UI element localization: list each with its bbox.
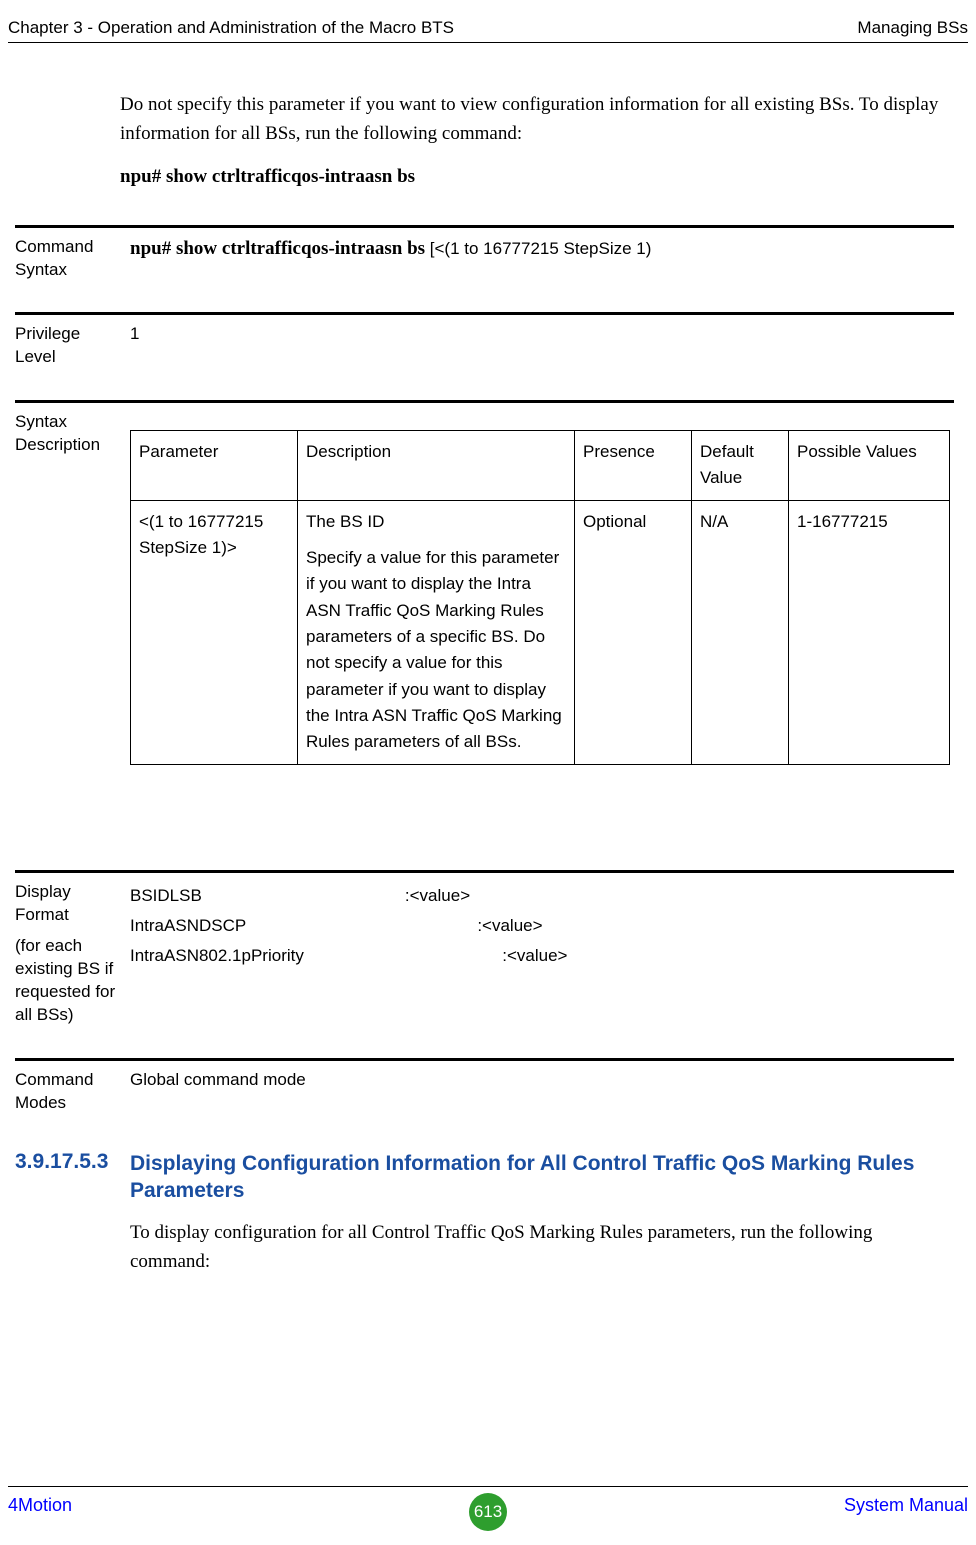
command-syntax-tail: [<(1 to 16777215 StepSize 1) (425, 239, 651, 258)
page-number-badge: 613 (469, 1493, 507, 1531)
header-rule (8, 42, 968, 43)
header-left: Chapter 3 - Operation and Administration… (8, 18, 454, 38)
section-number: 3.9.17.5.3 (15, 1150, 108, 1174)
th-description: Description (298, 431, 575, 501)
page-header: Chapter 3 - Operation and Administration… (8, 18, 968, 38)
th-possible-values: Possible Values (789, 431, 950, 501)
command-syntax-bold: npu# show ctrltrafficqos-intraasn bs (130, 238, 425, 259)
value-command-syntax: npu# show ctrltrafficqos-intraasn bs [<(… (130, 236, 950, 262)
rule-5 (15, 1058, 954, 1061)
value-privilege-level: 1 (130, 323, 950, 346)
table-row: <(1 to 16777215 StepSize 1)> The BS ID S… (131, 500, 950, 764)
rule-3 (15, 400, 954, 403)
label-display-format-main: Display Format (15, 881, 123, 927)
td-desc-line1: The BS ID (306, 509, 566, 535)
section-title: Displaying Configuration Information for… (130, 1150, 950, 1205)
th-parameter: Parameter (131, 431, 298, 501)
th-presence: Presence (575, 431, 692, 501)
table-header-row: Parameter Description Presence Default V… (131, 431, 950, 501)
intro-paragraph: Do not specify this parameter if you wan… (120, 90, 950, 149)
syntax-table-wrap: Parameter Description Presence Default V… (130, 430, 950, 765)
td-desc-rest: Specify a value for this parameter if yo… (306, 545, 566, 756)
page-footer: 4Motion 613 System Manual (8, 1495, 968, 1525)
rule-4 (15, 870, 954, 873)
label-privilege-level: Privilege Level (15, 323, 123, 369)
label-command-modes: Command Modes (15, 1069, 123, 1115)
header-right: Managing BSs (857, 18, 968, 38)
page: Chapter 3 - Operation and Administration… (0, 0, 976, 1545)
value-display-format: BSIDLSB :<value> IntraASNDSCP :<value> I… (130, 881, 950, 970)
td-possible-values: 1-16777215 (789, 500, 950, 764)
section-paragraph: To display configuration for all Control… (130, 1218, 950, 1277)
intro-command: npu# show ctrltrafficqos-intraasn bs (120, 162, 950, 191)
footer-right: System Manual (844, 1495, 968, 1516)
label-display-format: Display Format (for each existing BS if … (15, 881, 123, 1027)
label-command-syntax: Command Syntax (15, 236, 123, 282)
display-line-1: BSIDLSB :<value> (130, 881, 950, 911)
value-command-modes: Global command mode (130, 1069, 950, 1092)
td-parameter: <(1 to 16777215 StepSize 1)> (131, 500, 298, 764)
th-default-value: Default Value (692, 431, 789, 501)
footer-left: 4Motion (8, 1495, 72, 1516)
label-display-format-sub: (for each existing BS if requested for a… (15, 935, 123, 1027)
display-line-2: IntraASNDSCP :<value> (130, 911, 950, 941)
td-presence: Optional (575, 500, 692, 764)
td-description: The BS ID Specify a value for this param… (298, 500, 575, 764)
td-default-value: N/A (692, 500, 789, 764)
rule-1 (15, 225, 954, 228)
rule-2 (15, 312, 954, 315)
syntax-table: Parameter Description Presence Default V… (130, 430, 950, 765)
label-syntax-description: Syntax Description (15, 411, 123, 457)
display-line-3: IntraASN802.1pPriority :<value> (130, 941, 950, 971)
footer-rule (8, 1486, 968, 1487)
